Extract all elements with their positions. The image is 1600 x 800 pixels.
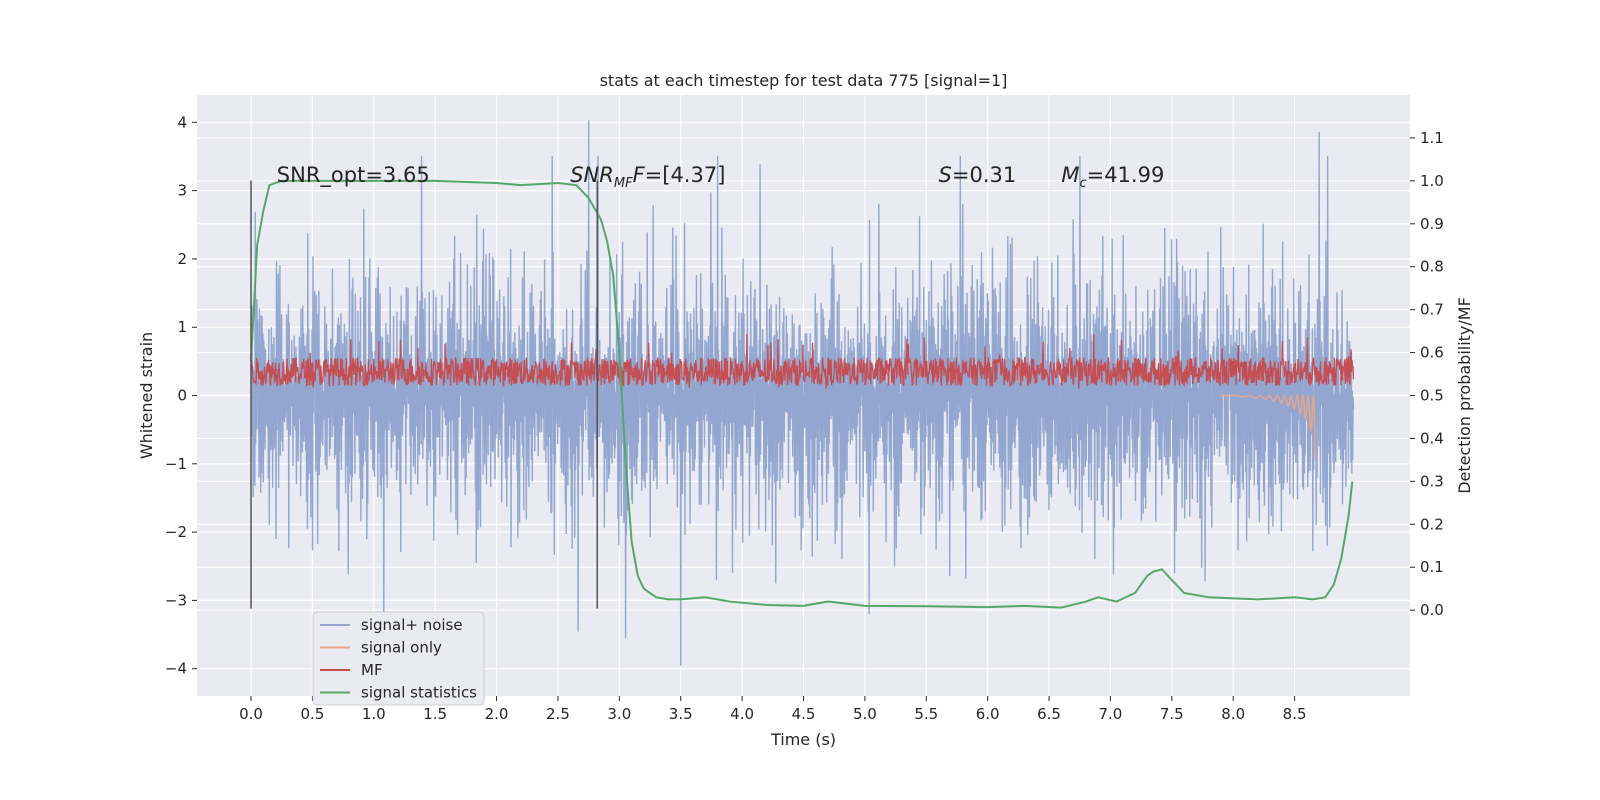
y-right-tick-label: 0.6 [1420, 344, 1444, 362]
axes: 0.0 0.5 1.0 1.5 2.0 2.5 3.0 3.5 4.0 4.5 5.0 5.5 6.0 6… [165, 113, 1444, 723]
y-tick-label: −3 [165, 591, 187, 609]
signal-statistics-line [250, 179, 1354, 609]
x-tick-label: 2.5 [546, 705, 570, 723]
y-tick-label: −2 [165, 523, 187, 541]
y-right-tick-label: 1.0 [1420, 172, 1444, 190]
legend-label: signal statistics [361, 684, 477, 702]
y-tick-label: 4 [177, 113, 187, 131]
legend-box [312, 611, 485, 706]
y-right-tick-label: 0.8 [1420, 258, 1444, 276]
x-tick-label: 6.5 [1037, 705, 1061, 723]
y-tick-label: −1 [165, 455, 187, 473]
chart-title: stats at each timestep for test data 775… [600, 71, 1008, 90]
x-axis-label: Time (s) [770, 730, 836, 749]
x-tick-label: 7.0 [1099, 705, 1123, 723]
y-right-tick-label: 0.4 [1420, 429, 1444, 447]
x-tick-label: 5.0 [853, 705, 877, 723]
legend-label: signal only [361, 639, 442, 657]
x-tick-label: 4.5 [792, 705, 816, 723]
x-tick-label: 3.5 [669, 705, 693, 723]
x-tick-label: 4.0 [730, 705, 754, 723]
annotation-1: SNRMFF=[4.37] [570, 163, 725, 191]
x-tick-label: 0.0 [239, 705, 263, 723]
x-tick-label: 6.0 [976, 705, 1000, 723]
y-right-tick-label: 0.7 [1420, 301, 1444, 319]
y-right-tick-label: 0.9 [1420, 215, 1444, 233]
x-tick-label: 5.5 [914, 705, 938, 723]
annotation-3: Mc=41.99 [1061, 163, 1164, 191]
annotation-2: S=0.31 [939, 163, 1017, 187]
legend: signal+ noise signal only MF signal statist… [312, 611, 485, 706]
annotation-0: SNR_opt=3.65 [277, 163, 430, 188]
x-tick-label: 1.0 [362, 705, 386, 723]
legend-label: signal+ noise [361, 616, 463, 634]
x-tick-label: 0.5 [300, 705, 324, 723]
y-right-tick-label: 1.1 [1420, 129, 1444, 147]
series-layer [250, 120, 1355, 666]
y-tick-label: 1 [177, 318, 187, 336]
y-right-tick-label: 0.1 [1420, 558, 1444, 576]
x-tick-label: 8.0 [1221, 705, 1245, 723]
y-tick-label: 3 [177, 182, 187, 200]
x-tick-label: 8.5 [1283, 705, 1307, 723]
y-right-tick-label: 0.5 [1420, 387, 1444, 405]
legend-label: MF [361, 661, 383, 679]
signal-only-line [1220, 393, 1317, 461]
x-tick-label: 2.0 [485, 705, 509, 723]
y-tick-label: −4 [165, 660, 187, 678]
y-right-tick-label: 0.3 [1420, 472, 1444, 490]
y-tick-label: 0 [177, 387, 187, 405]
mf-line [250, 334, 1355, 389]
x-tick-label: 3.0 [607, 705, 631, 723]
annotations: SNR_opt=3.65 SNRMFF=[4.37] S=0.31 Mc=41.99 [277, 163, 1165, 191]
x-tick-label: 7.5 [1160, 705, 1184, 723]
x-tick-label: 1.5 [423, 705, 447, 723]
y-axis-label: Whitened strain [137, 332, 156, 459]
y-right-axis-label: Detection probability/MF [1455, 297, 1474, 494]
y-tick-label: 2 [177, 250, 187, 268]
y-right-tick-label: 0.0 [1420, 601, 1444, 619]
y-right-tick-label: 0.2 [1420, 515, 1444, 533]
